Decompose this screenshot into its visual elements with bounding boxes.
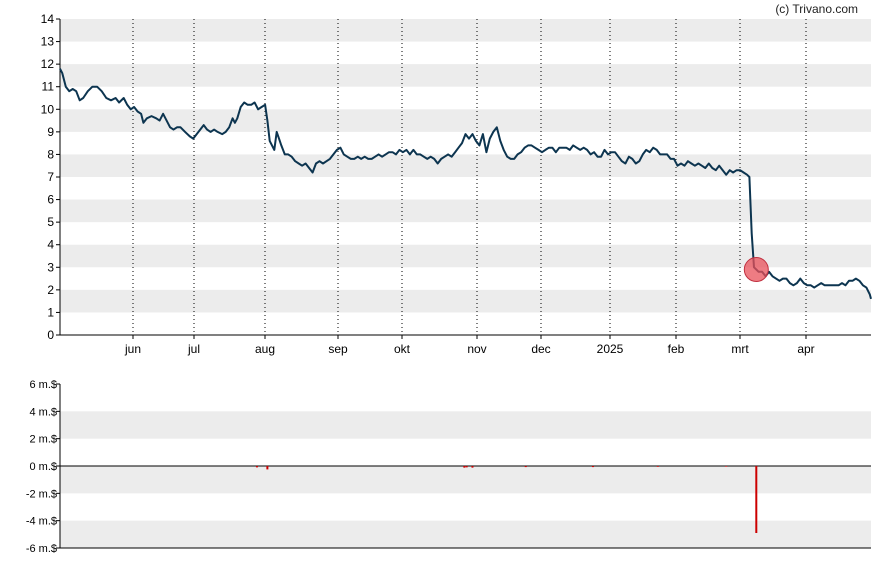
- grid-band: [60, 154, 871, 177]
- x-tick-label: sep: [328, 342, 348, 356]
- y-tick-label: 6: [47, 193, 54, 207]
- x-tick-label: mrt: [731, 342, 749, 356]
- x-tick-label: 2025: [597, 342, 624, 356]
- event-marker: [743, 257, 769, 283]
- y-tick-label: 8: [47, 147, 54, 161]
- x-tick-label: jun: [124, 342, 141, 356]
- y-tick-label: 3: [47, 260, 54, 274]
- y-tick-label: 1: [47, 305, 54, 319]
- grid-band: [60, 466, 871, 494]
- x-tick-label: jul: [187, 342, 200, 356]
- grid-band: [60, 244, 871, 268]
- y-tick-label: 7: [47, 170, 54, 184]
- grid-band: [60, 411, 871, 439]
- y-tick-label: 12: [41, 57, 55, 71]
- y-tick-label: 2: [47, 283, 54, 297]
- price-line: [59, 68, 872, 300]
- grid-band: [60, 199, 871, 223]
- grid-band: [60, 289, 871, 313]
- grid-band: [60, 520, 871, 548]
- y-tick-label: 5: [47, 215, 54, 229]
- grid-band: [60, 109, 871, 132]
- x-tick-label: apr: [797, 342, 814, 356]
- grid-band: [60, 19, 871, 42]
- y-tick-label: 4: [47, 238, 54, 252]
- y-tick-label: 0: [47, 328, 54, 342]
- y-tick-label: 6 m.$: [29, 379, 57, 391]
- y-tick-label: 14: [41, 12, 55, 26]
- y-tick-label: -2 m.$: [26, 488, 57, 500]
- volume-chart: 6 m.$ 4 m.$ 2 m.$ 0 m.$ -2 m.$ -4 m.$ -6 m.$: [26, 379, 871, 555]
- y-tick-label: 10: [41, 102, 55, 116]
- x-tick-label: aug: [255, 342, 275, 356]
- y-tick-label: 4 m.$: [29, 406, 57, 418]
- y-tick-label: 11: [42, 80, 55, 94]
- x-tick-label: okt: [394, 342, 411, 356]
- x-tick-label: feb: [668, 342, 685, 356]
- credit-label: (c) Trivano.com: [775, 2, 858, 16]
- price-chart: jun jul aug sep okt nov dec 2025 feb mrt apr012345…: [41, 12, 872, 356]
- y-tick-label: 2 m.$: [29, 434, 57, 446]
- y-tick-label: -4 m.$: [26, 516, 57, 528]
- grid-band: [60, 64, 871, 87]
- y-tick-label: 9: [47, 125, 54, 139]
- y-tick-label: 13: [41, 35, 55, 49]
- x-tick-label: dec: [531, 342, 550, 356]
- x-tick-label: nov: [467, 342, 486, 356]
- y-tick-label: 0 m.$: [29, 461, 57, 473]
- y-tick-label: -6 m.$: [26, 543, 57, 555]
